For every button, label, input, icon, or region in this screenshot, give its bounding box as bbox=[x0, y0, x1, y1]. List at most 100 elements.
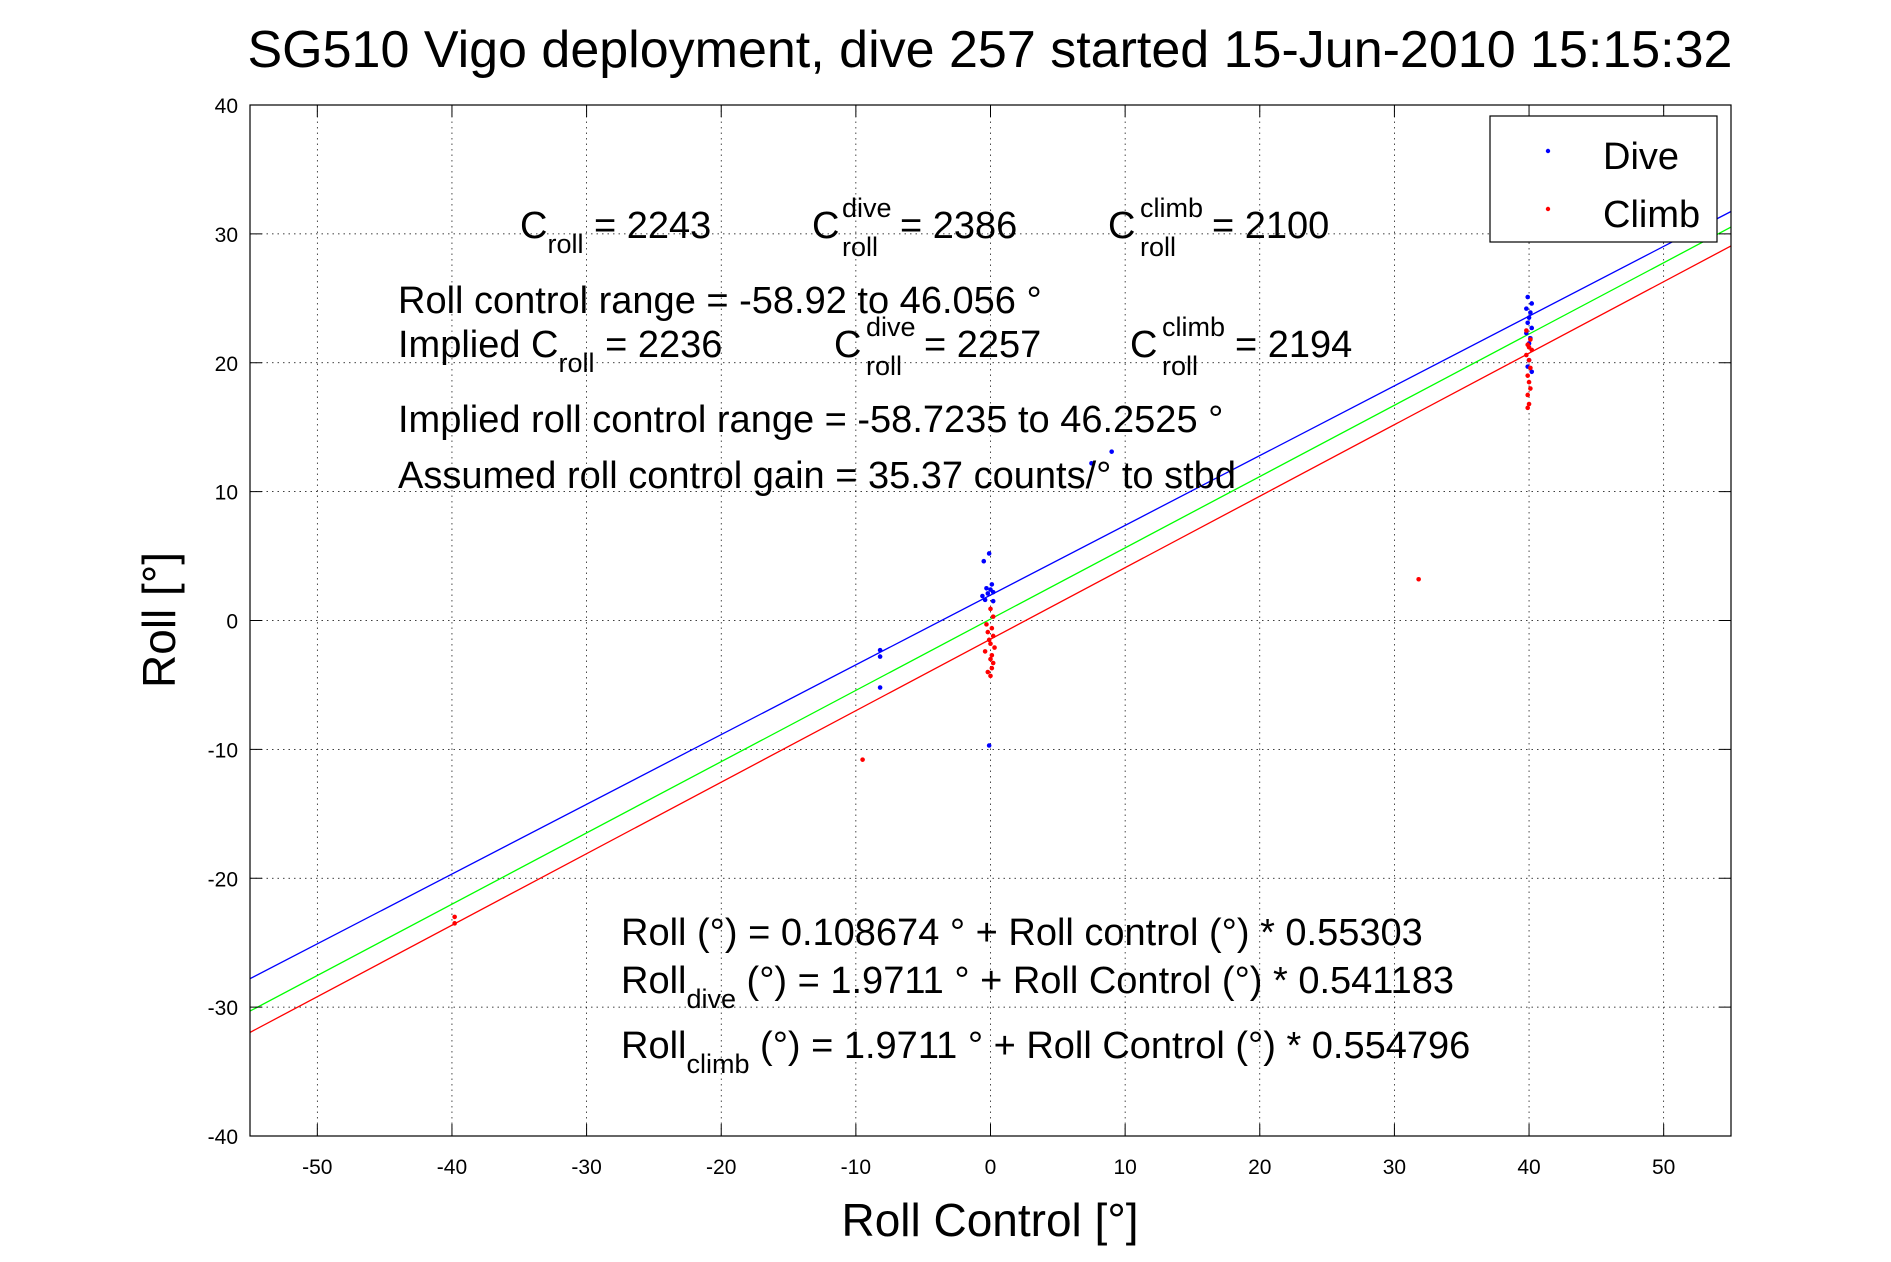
climb-point bbox=[1525, 373, 1530, 378]
svg-text:roll: roll bbox=[1140, 232, 1176, 262]
annot-implied-c-roll: Implied Croll = 2236 bbox=[398, 324, 722, 378]
svg-text:roll: roll bbox=[1162, 351, 1198, 381]
dive-point bbox=[877, 654, 883, 659]
fit-line-0 bbox=[249, 226, 1732, 1012]
climb-point bbox=[988, 641, 993, 646]
y-axis-label: Roll [°] bbox=[133, 552, 185, 688]
climb-point bbox=[1526, 401, 1532, 407]
y-tick-label: 0 bbox=[226, 611, 238, 634]
climb-point bbox=[990, 660, 996, 666]
data-points bbox=[452, 294, 1535, 926]
svg-text:climb: climb bbox=[1140, 193, 1203, 223]
svg-text:= 2257: = 2257 bbox=[924, 324, 1041, 366]
climb-point bbox=[985, 629, 991, 635]
annot-roll-control-range: Roll control range = -58.92 to 46.056 ° bbox=[398, 280, 1042, 322]
dive-point bbox=[1529, 369, 1535, 375]
dive-point bbox=[986, 743, 992, 748]
y-tick-label: 10 bbox=[215, 482, 238, 505]
y-tick-label: -10 bbox=[208, 739, 238, 762]
dive-point bbox=[1525, 294, 1530, 300]
dive-point bbox=[985, 591, 991, 596]
svg-text:dive: dive bbox=[866, 312, 916, 342]
climb-point bbox=[989, 652, 995, 658]
x-tick-label: -40 bbox=[437, 1156, 467, 1179]
dive-point bbox=[877, 647, 883, 653]
climb-point bbox=[988, 673, 993, 679]
dive-point bbox=[1109, 449, 1114, 454]
dive-point bbox=[984, 585, 989, 591]
climb-point bbox=[990, 633, 996, 639]
x-tick-label: 0 bbox=[985, 1156, 997, 1179]
dive-point bbox=[981, 558, 987, 564]
x-axis-label: Roll Control [°] bbox=[841, 1194, 1138, 1246]
dive-point bbox=[1528, 310, 1533, 315]
svg-text:dive: dive bbox=[842, 193, 892, 223]
climb-point bbox=[986, 637, 992, 643]
legend-label-climb: Climb bbox=[1603, 194, 1700, 236]
dive-point bbox=[1089, 460, 1094, 466]
annot-eq-roll-dive: Rolldive (°) = 1.9711 ° + Roll Control (… bbox=[621, 960, 1454, 1014]
climb-point bbox=[1528, 337, 1533, 342]
svg-text:C: C bbox=[1108, 205, 1135, 247]
dive-point bbox=[986, 551, 992, 556]
chart-title: SG510 Vigo deployment, dive 257 started … bbox=[248, 21, 1733, 79]
dive-point bbox=[1526, 315, 1532, 320]
annot-gain: Assumed roll control gain = 35.37 counts… bbox=[398, 455, 1236, 497]
dive-point bbox=[1529, 325, 1535, 331]
climb-point bbox=[1525, 405, 1530, 411]
climb-point bbox=[989, 665, 995, 671]
axis-ticks: -50 -40 -30 -20 -10 0 10 20 30 40 50 -40 -30 -20 -10 0 1… bbox=[208, 95, 1731, 1179]
climb-point bbox=[988, 656, 993, 662]
x-tick-label: 10 bbox=[1113, 1156, 1136, 1179]
x-tick-label: 40 bbox=[1517, 1156, 1540, 1179]
legend-marker-dive bbox=[1545, 148, 1551, 154]
svg-text:= 2386: = 2386 bbox=[900, 205, 1017, 247]
climb-point bbox=[1524, 352, 1529, 358]
dive-point bbox=[877, 685, 883, 690]
climb-point bbox=[985, 669, 991, 675]
annot-eq-roll-climb: Rollclimb (°) = 1.9711 ° + Roll Control … bbox=[621, 1025, 1470, 1079]
svg-text:roll: roll bbox=[866, 351, 902, 381]
dive-point bbox=[1524, 306, 1529, 311]
svg-text:C: C bbox=[1130, 324, 1157, 366]
climb-point bbox=[1525, 392, 1530, 398]
x-tick-label: 50 bbox=[1652, 1156, 1675, 1179]
climb-point bbox=[1526, 344, 1532, 350]
dive-point bbox=[980, 593, 985, 599]
x-tick-label: -30 bbox=[571, 1156, 601, 1179]
dive-point bbox=[1525, 320, 1530, 326]
dive-point bbox=[1529, 301, 1535, 306]
x-tick-label: 20 bbox=[1248, 1156, 1271, 1179]
dive-point bbox=[989, 582, 995, 587]
dive-point bbox=[990, 598, 996, 604]
legend-label-dive: Dive bbox=[1603, 136, 1679, 178]
climb-point bbox=[1524, 328, 1529, 333]
svg-text:= 2100: = 2100 bbox=[1212, 205, 1329, 247]
y-tick-label: -30 bbox=[208, 997, 238, 1020]
climb-point bbox=[1528, 365, 1533, 371]
legend-marker-climb bbox=[1545, 206, 1551, 212]
y-tick-label: 20 bbox=[215, 353, 238, 376]
x-tick-label: 30 bbox=[1383, 1156, 1406, 1179]
climb-point bbox=[982, 649, 988, 654]
legend: Dive Climb bbox=[1489, 115, 1718, 243]
annot-implied-c-roll-climb: C climb roll = 2194 bbox=[1130, 312, 1352, 381]
annot-c-roll-climb: C climb roll = 2100 bbox=[1108, 193, 1329, 262]
legend-box bbox=[1489, 115, 1718, 243]
dive-point bbox=[988, 587, 993, 592]
climb-point bbox=[990, 614, 996, 619]
x-tick-label: -10 bbox=[841, 1156, 871, 1179]
fit-line-1 bbox=[249, 210, 1732, 980]
climb-point bbox=[992, 645, 997, 650]
y-tick-label: 30 bbox=[215, 224, 238, 247]
climb-point bbox=[452, 914, 457, 920]
dive-point bbox=[982, 597, 988, 603]
climb-point bbox=[860, 757, 865, 762]
climb-point bbox=[989, 625, 995, 631]
climb-point bbox=[452, 921, 457, 926]
svg-text:roll: roll bbox=[842, 232, 878, 262]
y-tick-label: -20 bbox=[208, 868, 238, 891]
climb-point bbox=[1416, 576, 1421, 582]
annot-c-roll: Croll = 2243 bbox=[520, 205, 711, 259]
